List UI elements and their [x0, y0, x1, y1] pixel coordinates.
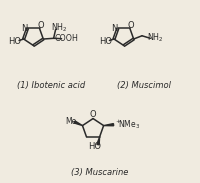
- Text: O: O: [37, 21, 44, 30]
- Text: Me: Me: [65, 117, 77, 126]
- Text: O: O: [128, 21, 134, 30]
- Text: HO: HO: [88, 142, 101, 151]
- Text: N: N: [111, 24, 117, 33]
- Text: HO: HO: [99, 37, 112, 46]
- Polygon shape: [97, 137, 100, 145]
- Polygon shape: [74, 121, 82, 126]
- Text: COOH: COOH: [55, 34, 78, 43]
- Text: N: N: [21, 24, 27, 33]
- Polygon shape: [104, 124, 114, 126]
- Text: NH$_2$: NH$_2$: [147, 31, 164, 44]
- Text: (3) Muscarine: (3) Muscarine: [71, 168, 129, 177]
- Text: +: +: [115, 119, 120, 124]
- Text: NH$_2$: NH$_2$: [51, 22, 67, 34]
- Text: O: O: [90, 110, 97, 119]
- Text: NMe$_3$: NMe$_3$: [118, 119, 140, 131]
- Text: (1) Ibotenic acid: (1) Ibotenic acid: [17, 81, 85, 90]
- Text: (2) Muscimol: (2) Muscimol: [117, 81, 171, 90]
- Text: HO: HO: [9, 37, 22, 46]
